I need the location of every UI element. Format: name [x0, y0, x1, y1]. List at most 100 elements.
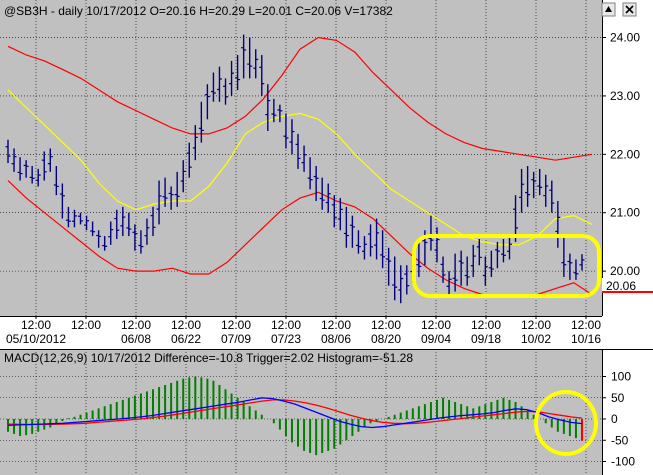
ohlc-bar — [241, 34, 247, 79]
macd-chart-title: MACD(12,26,9) 10/17/2012 Difference=-10.… — [4, 351, 413, 365]
ohlc-bar — [349, 215, 355, 248]
macd-tick-label: -50 — [611, 433, 629, 447]
ohlc-bar — [325, 183, 331, 213]
ohlc-bar — [561, 236, 567, 277]
ohlc-bar — [180, 160, 186, 193]
time-tick-date: 06/08 — [121, 332, 151, 346]
time-tick-label: 12:00 — [171, 318, 201, 332]
ohlc-bar — [519, 168, 525, 213]
time-tick-label: 12:00 — [571, 318, 601, 332]
ohlc-bar — [494, 241, 500, 269]
ohlc-bar — [428, 215, 434, 251]
ohlc-bar — [102, 236, 108, 251]
price-tick-label: 20.00 — [610, 264, 640, 278]
ohlc-bar — [368, 224, 374, 257]
close-panel-button[interactable] — [622, 2, 637, 17]
macd-lines — [7, 397, 583, 429]
price-chart-title: @SB3H - daily 10/17/2012 O=20.16 H=20.29… — [4, 4, 393, 18]
ohlc-bar — [446, 271, 452, 295]
time-tick-label: 12:00 — [321, 318, 351, 332]
ohlc-bar — [259, 55, 265, 96]
ohlc-bar — [17, 157, 23, 181]
ohlc-bar — [482, 256, 488, 286]
ohlc-bar — [277, 104, 283, 123]
ohlc-bar — [380, 230, 386, 269]
ohlc-bar — [464, 256, 470, 286]
price-grid — [0, 0, 602, 316]
price-tick-label: 24.00 — [610, 31, 640, 45]
price-tick-label: 22.00 — [610, 147, 640, 161]
ohlc-bar — [295, 133, 301, 169]
trigger-line — [7, 399, 583, 426]
ohlc-bar — [247, 37, 253, 79]
ohlc-bar — [235, 55, 241, 91]
ohlc-bar — [150, 206, 156, 237]
ohlc-bar — [301, 145, 307, 172]
time-tick-label: 12:00 — [371, 318, 401, 332]
ohlc-bar — [398, 265, 404, 304]
last-price-tag: 20.06 — [602, 278, 653, 293]
ohlc-bar — [108, 221, 114, 245]
price-tick-label: 23.00 — [610, 89, 640, 103]
ohlc-bar — [440, 256, 446, 283]
macd-highlight-circle — [534, 390, 598, 456]
upper-band-line — [7, 36, 593, 161]
time-tick-date: 05/10/2012 — [6, 332, 66, 346]
time-tick-label: 12:00 — [71, 318, 101, 332]
ohlc-bar — [11, 148, 17, 172]
ohlc-bar — [47, 148, 53, 172]
ohlc-bar — [41, 151, 47, 181]
scroll-up-button[interactable] — [601, 2, 616, 17]
ohlc-bar — [470, 244, 476, 277]
ohlc-bar — [506, 236, 512, 260]
ohlc-bar — [174, 171, 180, 207]
time-tick-date: 07/09 — [221, 332, 251, 346]
ohlc-bar — [355, 230, 361, 254]
ohlc-bar — [458, 250, 464, 286]
ohlc-bar — [555, 201, 561, 248]
ohlc-bar — [192, 125, 198, 161]
ohlc-bar — [476, 239, 482, 266]
ohlc-bar — [253, 49, 259, 79]
ohlc-bar — [319, 177, 325, 210]
ohlc-bar — [488, 250, 494, 277]
ohlc-bar — [549, 180, 555, 213]
ohlc-bar — [525, 166, 531, 207]
ohlc-bar — [210, 72, 216, 102]
ohlc-bar — [156, 180, 162, 225]
ohlc-bar — [162, 177, 168, 207]
ohlc-bar — [404, 265, 410, 295]
ohlc-bar — [265, 84, 271, 131]
time-tick-date: 06/22 — [171, 332, 201, 346]
ohlc-bar — [434, 227, 440, 263]
ohlc-bar — [78, 212, 84, 225]
macd-tick-label: -100 — [611, 455, 635, 469]
middle-band-line — [7, 89, 593, 246]
ohlc-bar — [65, 206, 71, 228]
ohlc-bar — [132, 224, 138, 251]
ohlc-bar — [198, 101, 204, 143]
time-axis-background — [0, 316, 653, 349]
ohlc-bar — [331, 195, 337, 228]
ohlc-bar — [223, 78, 229, 105]
ohlc-bar — [271, 98, 277, 123]
triangle-up-icon — [605, 6, 612, 12]
ohlc-bar — [216, 66, 222, 102]
ohlc-bar — [573, 259, 579, 280]
ohlc-bar — [500, 239, 506, 263]
ohlc-bar — [144, 218, 150, 245]
macd-panel-background — [0, 349, 602, 475]
ohlc-bar — [579, 254, 585, 271]
ohlc-bar — [96, 230, 102, 248]
macd-tick-label: 100 — [611, 370, 631, 384]
ohlc-bar — [531, 171, 537, 199]
time-tick-label: 12:00 — [271, 318, 301, 332]
time-tick-date: 07/23 — [271, 332, 301, 346]
ohlc-bar — [392, 256, 398, 301]
price-axis: 20.00 21.00 22.00 23.00 24.00 — [602, 31, 640, 278]
ohlc-bar — [537, 168, 543, 196]
price-highlight-box — [412, 234, 601, 298]
ohlc-bar — [23, 160, 29, 178]
